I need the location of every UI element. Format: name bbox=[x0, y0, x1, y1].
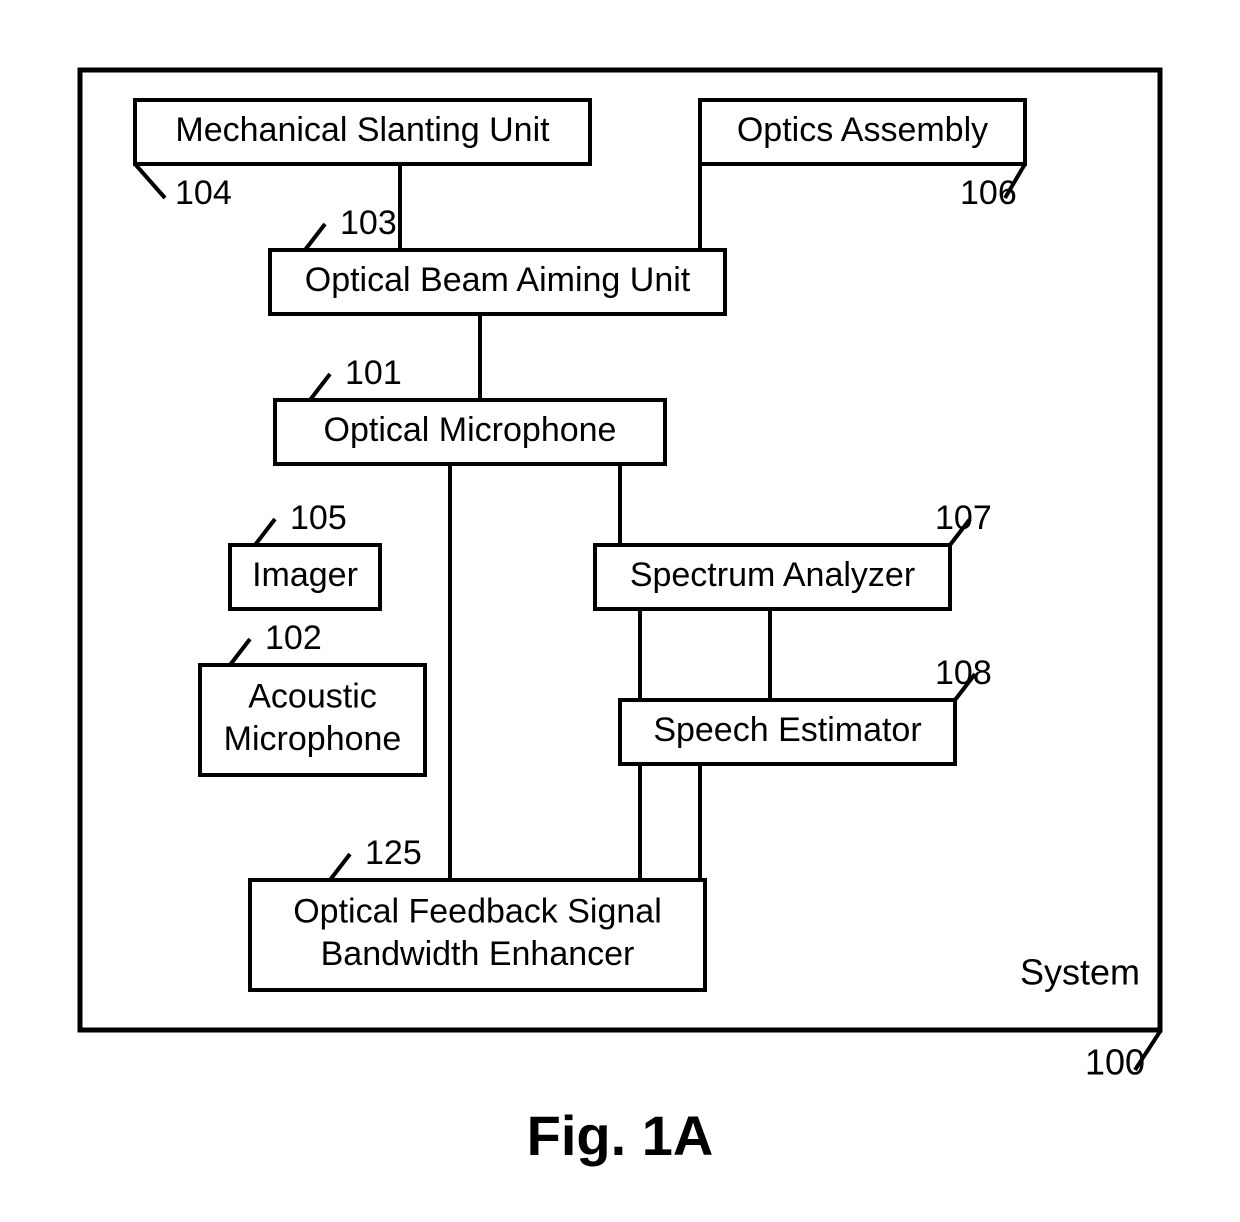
node-label: Imager bbox=[252, 556, 358, 594]
ref-number: 104 bbox=[175, 174, 232, 212]
ref-lead bbox=[230, 639, 250, 665]
ref-lead bbox=[135, 164, 165, 198]
ref-number: 108 bbox=[935, 654, 992, 692]
node-label: Acoustic bbox=[248, 678, 377, 716]
ref-number: 125 bbox=[365, 834, 422, 872]
node-n101: Optical Microphone 101 bbox=[275, 354, 665, 464]
ref-number: 101 bbox=[345, 354, 402, 392]
ref-number: 103 bbox=[340, 204, 397, 242]
node-label: Bandwidth Enhancer bbox=[321, 935, 635, 973]
node-label: Optical Microphone bbox=[324, 411, 617, 449]
node-label: Speech Estimator bbox=[653, 711, 921, 749]
ref-number: 107 bbox=[935, 499, 992, 537]
ref-number: 105 bbox=[290, 499, 347, 537]
ref-lead bbox=[255, 519, 275, 545]
node-label: Optical Feedback Signal bbox=[293, 893, 662, 931]
node-n102: Acoustic Microphone 102 bbox=[200, 619, 425, 775]
node-n125: Optical Feedback Signal Bandwidth Enhance… bbox=[250, 834, 705, 990]
system-label: System bbox=[1020, 952, 1140, 993]
system-ref-number: 100 bbox=[1085, 1042, 1145, 1083]
node-label: Optics Assembly bbox=[737, 111, 988, 149]
figure-caption: Fig. 1A bbox=[527, 1104, 714, 1167]
node-n106: Optics Assembly 106 bbox=[700, 100, 1025, 212]
ref-number: 102 bbox=[265, 619, 322, 657]
node-label: Mechanical Slanting Unit bbox=[175, 111, 550, 149]
node-n103: Optical Beam Aiming Unit 103 bbox=[270, 204, 725, 314]
node-n108: Speech Estimator 108 bbox=[620, 654, 992, 764]
node-label: Optical Beam Aiming Unit bbox=[305, 261, 691, 299]
node-n107: Spectrum Analyzer 107 bbox=[595, 499, 992, 609]
node-label: Microphone bbox=[224, 720, 402, 758]
ref-lead bbox=[305, 224, 325, 250]
node-label: Spectrum Analyzer bbox=[630, 556, 915, 594]
ref-lead bbox=[310, 374, 330, 400]
node-n105: Imager 105 bbox=[230, 499, 380, 609]
ref-lead bbox=[330, 854, 350, 880]
node-n104: Mechanical Slanting Unit 104 bbox=[135, 100, 590, 212]
ref-number: 106 bbox=[960, 174, 1017, 212]
